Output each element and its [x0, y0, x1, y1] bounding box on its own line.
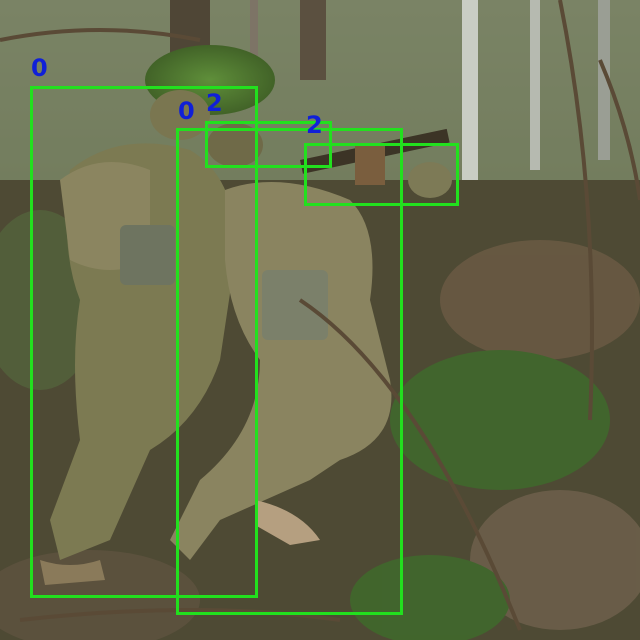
detection-box-0b: [176, 128, 403, 615]
detection-label-2b: 2: [306, 111, 323, 139]
detection-box-0a: [30, 86, 258, 598]
detection-label-0b: 0: [178, 97, 195, 125]
detection-label-2a: 2: [206, 89, 223, 117]
soldier-left: [40, 90, 236, 585]
detection-label-0a: 0: [31, 54, 48, 82]
soldier-center: [170, 123, 452, 560]
detection-box-2b: [304, 143, 459, 206]
